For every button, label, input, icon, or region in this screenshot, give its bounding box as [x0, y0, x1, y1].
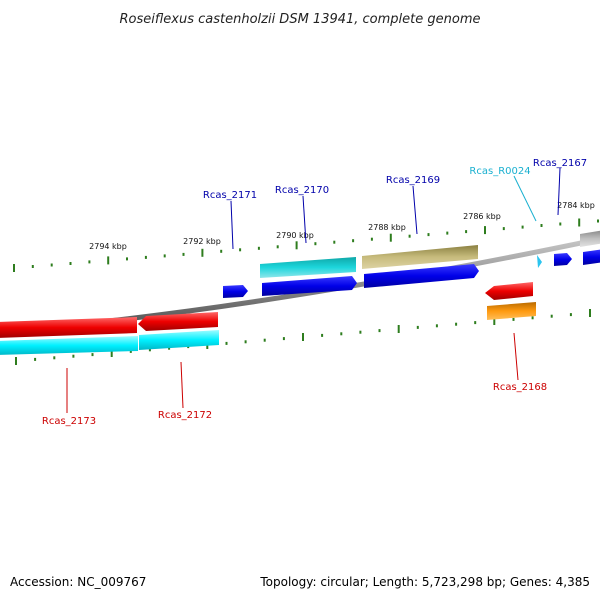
label-rcas-2171: Rcas_2171 [203, 190, 257, 201]
gene-rcas-2169-khaki[interactable] [362, 245, 478, 269]
gene-rcas-2167-blue[interactable] [554, 253, 572, 266]
kbp-label-2786: 2786 kbp [463, 212, 501, 221]
upper-tick-track [13, 218, 599, 272]
kbp-label-2794: 2794 kbp [89, 242, 127, 251]
leader-rcas-2168 [513, 332, 519, 381]
gene-rcas-2172-red[interactable] [138, 312, 218, 331]
leader-rcas-2169 [412, 185, 418, 235]
gene-rcas-2168-orange[interactable] [487, 302, 536, 320]
map-title: Roseiflexus castenholzii DSM 13941, comp… [120, 12, 481, 27]
gene-partial-gray[interactable] [580, 230, 600, 247]
gene-rcas-2173-red[interactable] [0, 317, 137, 338]
leader-rcas-2170 [302, 195, 307, 244]
leader-rcas-r0024 [513, 175, 537, 222]
kbp-label-2788: 2788 kbp [368, 223, 406, 232]
topology-stats-text: Topology: circular; Length: 5,723,298 bp… [259, 575, 590, 589]
label-rcas-r0024: Rcas_R0024 [469, 166, 530, 177]
kbp-label-2792: 2792 kbp [183, 237, 221, 246]
gene-rcas-2170-teal[interactable] [260, 257, 356, 278]
leader-rcas-2167 [557, 167, 561, 216]
leader-rcas-2171 [230, 200, 234, 250]
accession-text: Accession: NC_009767 [10, 575, 146, 589]
label-rcas-2173: Rcas_2173 [42, 416, 96, 427]
lower-tick-track [15, 309, 591, 365]
label-rcas-2168: Rcas_2168 [493, 382, 547, 393]
gene-rcas-2169-blue[interactable] [364, 264, 479, 288]
gene-rcas-2168-red[interactable] [485, 282, 533, 300]
gene-partial-blue[interactable] [583, 249, 600, 265]
gene-rcas-2172-cyan[interactable] [139, 330, 219, 350]
label-rcas-2169: Rcas_2169 [386, 175, 440, 186]
label-rcas-2172: Rcas_2172 [158, 410, 212, 421]
kbp-label-2784: 2784 kbp [557, 201, 595, 210]
label-rcas-2170: Rcas_2170 [275, 185, 329, 196]
label-rcas-2167: Rcas_2167 [533, 158, 587, 169]
gene-rcas-r0024-trna[interactable] [537, 255, 542, 268]
gene-rcas-2171-blue[interactable] [223, 285, 248, 298]
gene-rcas-2170-blue[interactable] [262, 276, 357, 296]
kbp-label-2790: 2790 kbp [276, 231, 314, 240]
gene-rcas-2173-cyan[interactable] [0, 336, 138, 355]
leader-rcas-2172 [180, 361, 184, 409]
